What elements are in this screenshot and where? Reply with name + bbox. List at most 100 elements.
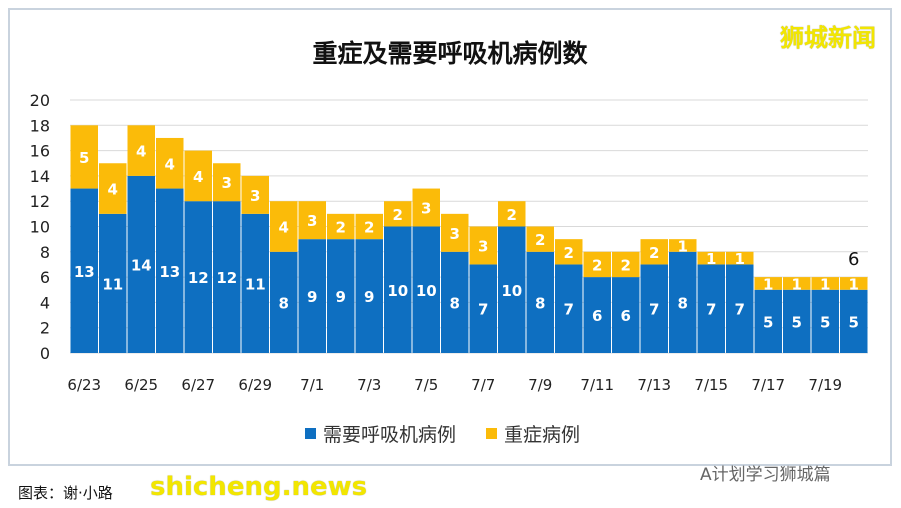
bar-segment xyxy=(555,239,583,265)
data-label: 2 xyxy=(621,256,631,274)
legend-swatch xyxy=(486,428,497,439)
bar-segment xyxy=(127,175,155,353)
data-label: 5 xyxy=(792,313,802,331)
data-label: 5 xyxy=(763,313,773,331)
data-label: 11 xyxy=(102,275,123,293)
data-label: 9 xyxy=(364,288,374,306)
bar-segment xyxy=(184,201,212,353)
x-tick-label: 7/15 xyxy=(694,376,728,394)
bar-segment xyxy=(327,239,355,353)
bar-segment xyxy=(384,201,412,227)
x-tick-label: 7/11 xyxy=(580,376,614,394)
bar-segment xyxy=(270,201,298,252)
bar-segment xyxy=(640,264,668,353)
data-label: 8 xyxy=(535,294,545,312)
bar-segment xyxy=(640,239,668,265)
x-tick-label: 6/23 xyxy=(67,376,101,394)
data-label: 9 xyxy=(307,288,317,306)
x-tick-label: 7/17 xyxy=(751,376,785,394)
bar-segment xyxy=(811,277,839,290)
bar-segment xyxy=(498,201,526,227)
y-tick-label: 12 xyxy=(30,192,50,211)
legend-swatch xyxy=(305,428,316,439)
bar-segment xyxy=(412,188,440,227)
chart-title: 重症及需要呼吸机病例数 xyxy=(312,39,588,68)
data-label: 2 xyxy=(649,244,659,262)
bar-segment xyxy=(241,213,269,353)
data-label: 9 xyxy=(336,288,346,306)
bar-segment xyxy=(327,213,355,240)
bar-segment xyxy=(469,226,497,265)
data-label: 8 xyxy=(450,294,460,312)
data-label: 1 xyxy=(706,250,716,268)
data-label: 2 xyxy=(535,231,545,249)
y-tick-label: 20 xyxy=(30,91,50,110)
bar-segment xyxy=(555,264,583,353)
bar-segment xyxy=(355,213,383,240)
bar-segment xyxy=(754,277,782,290)
data-label: 1 xyxy=(735,250,745,268)
data-label: 3 xyxy=(421,200,431,218)
bar-segment xyxy=(811,289,839,353)
data-label: 4 xyxy=(279,219,289,237)
data-label: 7 xyxy=(735,301,745,319)
bar-segment xyxy=(583,277,611,353)
bar-segment xyxy=(526,226,554,252)
bar-segment xyxy=(355,239,383,353)
x-tick-label: 6/25 xyxy=(124,376,158,394)
bar-segment xyxy=(99,163,127,214)
x-tick-label: 7/1 xyxy=(300,376,324,394)
x-tick-label: 7/19 xyxy=(808,376,842,394)
bar-segment xyxy=(298,239,326,353)
data-label: 10 xyxy=(501,282,522,300)
x-tick-label: 7/9 xyxy=(528,376,552,394)
y-tick-label: 2 xyxy=(40,319,50,338)
bar-segment xyxy=(213,201,241,353)
bar-segment xyxy=(412,226,440,353)
data-label: 10 xyxy=(387,282,408,300)
data-label: 13 xyxy=(159,263,180,281)
data-label: 12 xyxy=(188,269,209,287)
bar-segment xyxy=(184,150,212,202)
data-label: 3 xyxy=(222,174,232,192)
data-label: 1 xyxy=(820,275,830,293)
bar-segment xyxy=(726,264,754,353)
bar-segment xyxy=(526,251,554,353)
bar-segment xyxy=(583,251,611,278)
bar-segment xyxy=(156,188,184,353)
bar-segment xyxy=(441,251,469,353)
x-tick-label: 7/13 xyxy=(637,376,671,394)
data-label: 6 xyxy=(592,307,602,325)
data-label: 5 xyxy=(79,149,89,167)
x-tick-label: 7/3 xyxy=(357,376,381,394)
data-label: 3 xyxy=(450,225,460,243)
bar-segment xyxy=(726,251,754,265)
annotation: 6 xyxy=(848,249,859,270)
y-tick-label: 4 xyxy=(40,293,50,312)
data-label: 5 xyxy=(849,313,859,331)
y-tick-label: 14 xyxy=(30,167,50,186)
y-tick-label: 6 xyxy=(40,268,50,287)
watermark-site-cn: 狮城新闻 xyxy=(780,24,876,52)
data-label: 6 xyxy=(621,307,631,325)
x-tick-label: 6/29 xyxy=(238,376,272,394)
bar-segment xyxy=(669,239,697,252)
bar-segment xyxy=(70,188,98,353)
data-label: 13 xyxy=(74,263,95,281)
watermark-site: shicheng.news xyxy=(150,472,368,502)
bar-segment xyxy=(241,175,269,214)
data-label: 3 xyxy=(250,187,260,205)
data-label: 7 xyxy=(706,301,716,319)
data-label: 14 xyxy=(131,256,152,274)
bar-segment xyxy=(469,264,497,353)
y-tick-label: 16 xyxy=(30,142,50,161)
data-label: 2 xyxy=(364,219,374,237)
data-label: 2 xyxy=(393,206,403,224)
data-label: 8 xyxy=(279,294,289,312)
data-label: 11 xyxy=(245,275,266,293)
data-label: 8 xyxy=(678,294,688,312)
y-tick-label: 8 xyxy=(40,243,50,262)
bar-segment xyxy=(612,251,640,278)
bar-segment xyxy=(697,264,725,353)
